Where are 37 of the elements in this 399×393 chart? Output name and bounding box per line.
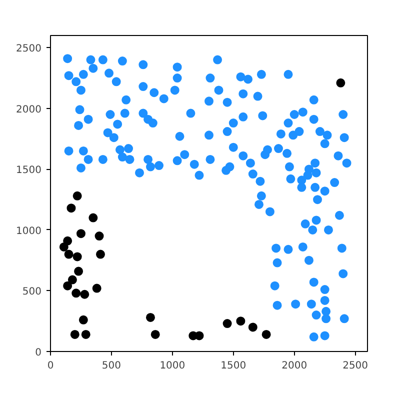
point [92, 284, 102, 293]
x-tick-label: 2000 [282, 360, 308, 372]
x-tick-label: 1000 [160, 360, 186, 372]
point [236, 316, 246, 326]
point [74, 266, 84, 276]
y-tick-label: 2000 [16, 104, 42, 116]
point [72, 191, 82, 200]
point [222, 319, 232, 328]
point [78, 315, 88, 324]
point [70, 330, 80, 339]
point [64, 250, 74, 259]
y-tick-label: 1000 [16, 226, 42, 237]
point [146, 312, 155, 322]
point [76, 229, 86, 238]
point [96, 250, 105, 259]
x-tick-label: 1500 [220, 360, 246, 372]
x-tick-label: 0 [47, 360, 54, 372]
point [59, 242, 68, 252]
y-tick-label: 0 [35, 348, 42, 358]
point [72, 288, 81, 298]
point [94, 232, 104, 241]
point [150, 330, 160, 339]
y-tick-label: 1500 [16, 165, 42, 176]
point [88, 213, 98, 222]
point [336, 78, 346, 88]
point [66, 204, 76, 213]
point [63, 281, 72, 290]
x-tick-label: 2500 [342, 360, 368, 372]
point [68, 275, 77, 284]
y-tick-label: 2500 [16, 44, 42, 55]
point [81, 330, 90, 339]
y-tick-label: 500 [22, 286, 42, 298]
point [72, 252, 82, 262]
point [248, 322, 258, 332]
point [262, 330, 271, 339]
x-tick-label: 500 [102, 360, 122, 372]
point [80, 290, 90, 299]
